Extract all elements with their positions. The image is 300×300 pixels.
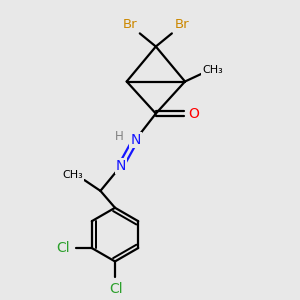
Text: Cl: Cl [56, 241, 69, 255]
Text: Br: Br [122, 18, 137, 31]
Text: Cl: Cl [110, 282, 123, 296]
Text: N: N [116, 159, 126, 173]
Text: N: N [130, 133, 141, 147]
Text: Br: Br [175, 18, 189, 31]
Text: H: H [115, 130, 124, 143]
Text: CH₃: CH₃ [202, 65, 223, 75]
Text: O: O [188, 106, 199, 121]
Text: CH₃: CH₃ [62, 170, 83, 180]
